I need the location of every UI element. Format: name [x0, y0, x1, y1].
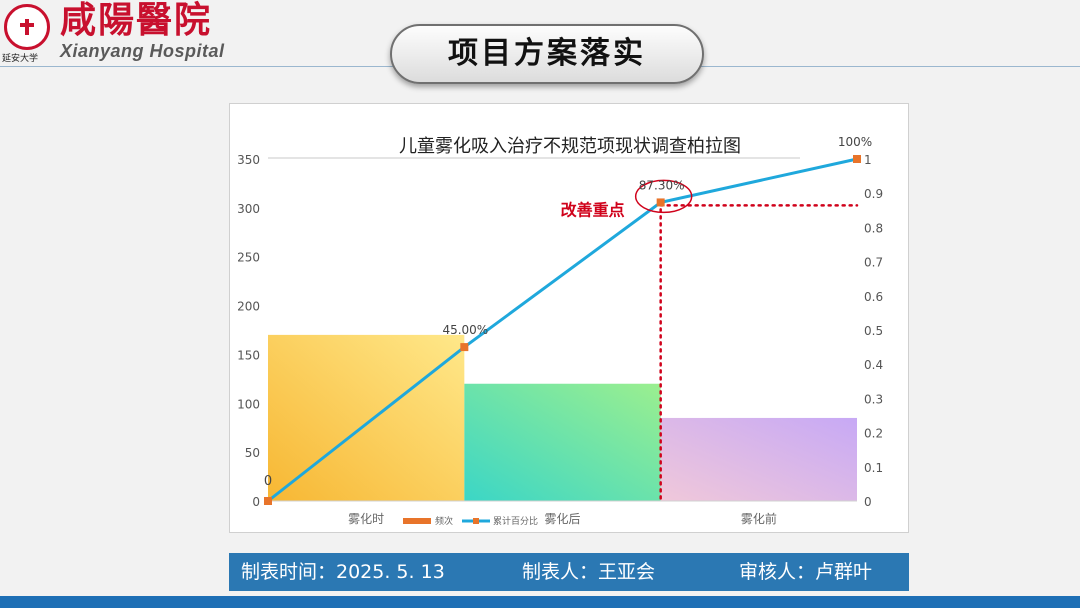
y2-tick-label: 1: [864, 153, 872, 167]
y2-tick-label: 0.5: [864, 324, 883, 338]
bottom-strip: [0, 596, 1080, 608]
y-tick-label: 0: [252, 495, 260, 509]
y2-tick-label: 0.4: [864, 358, 883, 372]
legend-label-line: 累计百分比: [493, 515, 538, 527]
pareto-chart: 儿童雾化吸入治疗不规范项现状调查柏拉图050100150200250300350…: [237, 135, 883, 527]
y-tick-label: 300: [237, 202, 260, 216]
y2-tick-label: 0.7: [864, 256, 883, 270]
y-tick-label: 150: [237, 348, 260, 362]
x-tick-label: 雾化后: [544, 512, 580, 526]
logo-chinese-name: 咸陽醫院: [60, 0, 213, 41]
y-tick-label: 100: [237, 397, 260, 411]
cumulative-marker: [264, 497, 272, 505]
x-tick-label: 雾化时: [348, 512, 384, 526]
y-tick-label: 350: [237, 153, 260, 167]
footer-reviewer: 审核人：卢群叶: [739, 561, 873, 583]
chart-title: 儿童雾化吸入治疗不规范项现状调查柏拉图: [399, 136, 741, 157]
footer-bar: 制表时间：2025. 5. 13 制表人：王亚会 审核人：卢群叶: [229, 553, 909, 591]
y2-tick-label: 0.3: [864, 392, 883, 406]
cumulative-data-label: 0: [264, 474, 272, 489]
annotation-label: 改善重点: [561, 200, 625, 219]
cumulative-marker: [656, 198, 665, 207]
bar-3: [660, 417, 857, 501]
legend-swatch-bar: [403, 518, 431, 524]
cumulative-data-label: 87.30%: [639, 178, 685, 192]
y2-tick-label: 0: [864, 495, 872, 509]
bar-2: [464, 383, 661, 501]
pareto-chart-panel: 儿童雾化吸入治疗不规范项现状调查柏拉图 0 50 100 150 200 250 300 350…: [229, 103, 909, 533]
y2-tick-label: 0.1: [864, 461, 883, 475]
x-tick-label: 雾化前: [741, 511, 777, 526]
legend-swatch-marker: [473, 518, 479, 524]
y-tick-label: 250: [237, 251, 260, 265]
slide-title-box: 项目方案落实: [390, 24, 704, 84]
cumulative-marker: [460, 343, 469, 352]
cumulative-data-label: 45.00%: [442, 323, 488, 337]
logo-university: 延安大学: [2, 54, 39, 64]
bar-1: [268, 334, 465, 501]
cumulative-data-label: 100%: [838, 135, 872, 149]
cumulative-line: [267, 157, 858, 503]
y2-tick-label: 0.9: [864, 187, 883, 201]
y-tick-label: 50: [245, 446, 260, 460]
footer-date: 制表时间：2025. 5. 13: [241, 561, 445, 583]
cumulative-marker: [853, 155, 861, 163]
y2-tick-label: 0.2: [864, 427, 883, 441]
legend-label-bar: 频次: [435, 515, 453, 527]
hospital-seal-icon: [4, 4, 50, 50]
logo-english-name: Xianyang Hospital: [60, 41, 225, 61]
y-tick-label: 200: [237, 300, 260, 314]
slide-title: 项目方案落实: [448, 36, 646, 71]
footer-maker: 制表人：王亚会: [522, 561, 656, 583]
annotation-circle: [634, 179, 693, 214]
y2-tick-label: 0.8: [864, 221, 883, 235]
y2-tick-label: 0.6: [864, 290, 883, 304]
hospital-logo: 咸陽醫院 Xianyang Hospital 延安大学: [0, 0, 250, 70]
